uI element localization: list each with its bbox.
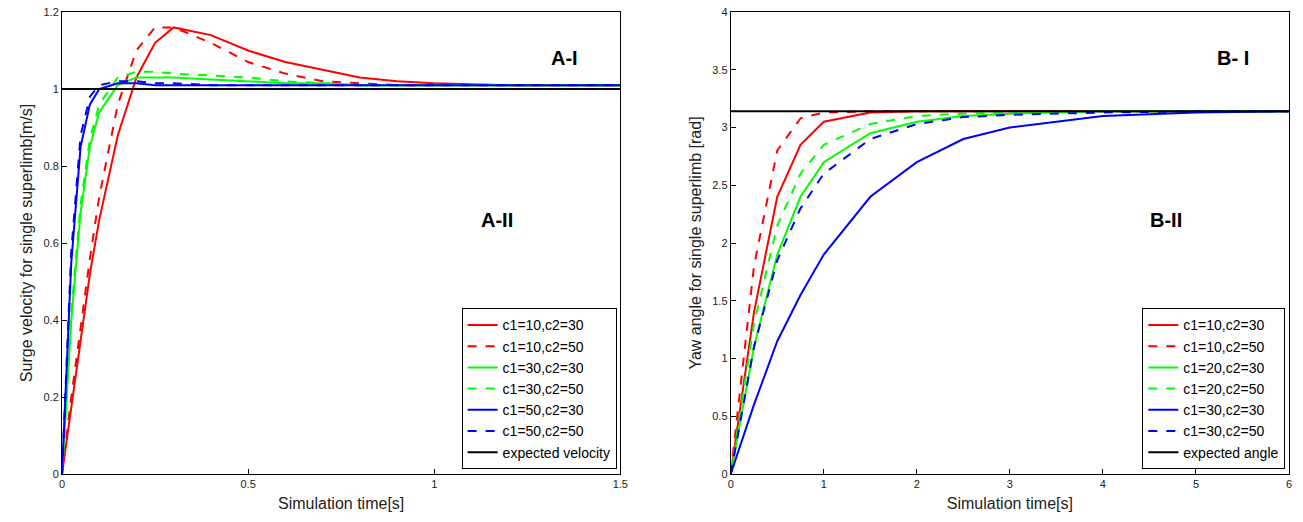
svg-text:4: 4 [1100,478,1106,490]
svg-text:1.2: 1.2 [44,6,59,18]
svg-text:0: 0 [59,478,65,490]
svg-text:1: 1 [53,83,59,95]
svg-text:c1=30,c2=30: c1=30,c2=30 [1183,402,1264,418]
svg-text:expected velocity: expected velocity [503,445,610,461]
svg-text:0.8: 0.8 [44,160,59,172]
svg-text:4: 4 [721,6,727,18]
svg-text:3.5: 3.5 [712,64,727,76]
svg-text:1: 1 [431,478,437,490]
svg-text:1: 1 [821,478,827,490]
svg-text:c1=10,c2=50: c1=10,c2=50 [503,339,584,355]
svg-text:2: 2 [721,237,727,249]
svg-text:0: 0 [721,468,727,480]
svg-text:c1=20,c2=30: c1=20,c2=30 [1183,360,1264,376]
svg-text:c1=10,c2=30: c1=10,c2=30 [1183,317,1264,333]
svg-text:5: 5 [1193,478,1199,490]
svg-text:c1=10,c2=30: c1=10,c2=30 [503,317,584,333]
svg-text:0.4: 0.4 [44,314,59,326]
svg-text:0.6: 0.6 [44,237,59,249]
svg-text:expected angle: expected angle [1183,445,1278,461]
svg-text:1.5: 1.5 [613,478,628,490]
svg-text:2.5: 2.5 [712,179,727,191]
svg-text:0.5: 0.5 [240,478,255,490]
svg-text:c1=50,c2=30: c1=50,c2=30 [503,402,584,418]
svg-text:3: 3 [1007,478,1013,490]
svg-text:Yaw angle for single superlimb: Yaw angle for single superlimb [rad] [687,116,704,369]
svg-text:A-II: A-II [481,209,513,231]
svg-text:Simulation time[s]: Simulation time[s] [278,495,404,512]
svg-text:c1=20,c2=50: c1=20,c2=50 [1183,381,1264,397]
svg-text:Simulation time[s]: Simulation time[s] [947,495,1073,512]
svg-text:c1=30,c2=50: c1=30,c2=50 [1183,423,1264,439]
svg-text:0.5: 0.5 [712,410,727,422]
svg-text:c1=10,c2=50: c1=10,c2=50 [1183,339,1264,355]
svg-text:c1=30,c2=50: c1=30,c2=50 [503,381,584,397]
svg-text:B-II: B-II [1150,209,1182,231]
svg-text:0: 0 [728,478,734,490]
svg-text:6: 6 [1286,478,1292,490]
svg-text:1: 1 [721,352,727,364]
svg-text:c1=50,c2=50: c1=50,c2=50 [503,423,584,439]
svg-text:c1=30,c2=30: c1=30,c2=30 [503,360,584,376]
svg-text:2: 2 [914,478,920,490]
svg-text:B- I: B- I [1217,47,1249,69]
svg-text:Surge velocity for single supe: Surge velocity for single superlimb[m/s] [18,104,35,382]
svg-text:1.5: 1.5 [712,295,727,307]
svg-text:A-I: A-I [551,47,578,69]
svg-text:3: 3 [721,121,727,133]
svg-text:0.2: 0.2 [44,391,59,403]
svg-text:0: 0 [53,468,59,480]
